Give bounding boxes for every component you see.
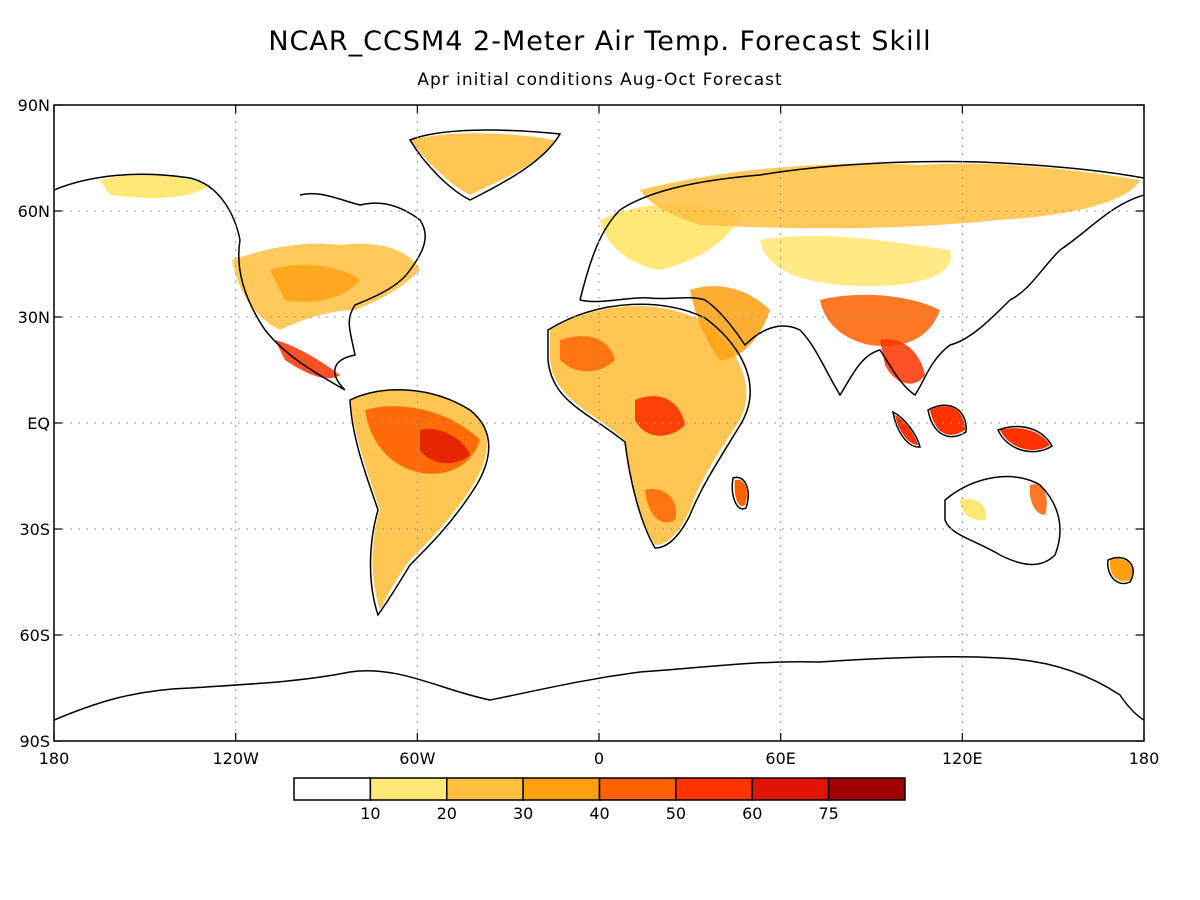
latitude-axis: 90N 60N 30N EQ 30S 60S 90S [18,96,50,751]
shade-northern-eurasia [640,163,1140,229]
shade-sumatra [895,415,918,445]
colorbar-label: 20 [437,804,457,823]
shade-amazon-core [420,429,470,464]
coastlines [54,129,1144,721]
shade-central-africa [635,396,685,436]
lon-label: 180 [39,749,70,768]
shade-australia-west [960,498,986,521]
shade-southern-africa [645,489,676,523]
shade-canada [100,174,210,198]
coastline-north-america [54,173,426,391]
shade-north-africa [560,336,615,372]
lat-label: 90N [18,96,50,115]
map-subtitle: Apr initial conditions Aug-Oct Forecast [417,70,783,90]
longitude-axis: 180 120W 60W 0 60E 120E 180 [39,749,1160,768]
colorbar: 10 20 30 40 50 60 75 [293,777,906,823]
coastline-south-america [349,389,490,617]
colorbar-label: 10 [360,804,380,823]
coastline-sumatra [892,410,921,448]
lat-label: 60S [19,626,50,645]
lat-label: 30S [19,520,50,539]
lon-label: 120W [212,749,259,768]
lon-label: 180 [1129,749,1160,768]
colorbar-label: 30 [513,804,533,823]
lon-label: 60W [399,749,435,768]
skill-shading [100,133,1140,610]
colorbar-label: 75 [818,804,838,823]
colorbar-bin [446,777,524,801]
shade-borneo [930,406,965,435]
lat-label: 60N [18,202,50,221]
coastline-eurasia [579,160,1144,397]
colorbar-label: 60 [742,804,762,823]
lon-label: 0 [594,749,604,768]
coastline-new-guinea [996,425,1053,453]
lon-label: 60E [765,749,795,768]
shade-central-north-america [270,264,360,302]
coastline-new-zealand [1107,556,1134,585]
coastline-antarctica [54,656,1144,721]
lat-label: 30N [18,308,50,327]
coastline-greenland [408,129,562,201]
lat-label: EQ [27,414,50,433]
shade-madagascar [734,479,747,506]
colorbar-label: 40 [589,804,609,823]
shade-new-zealand [1109,558,1133,582]
map-title: NCAR_CCSM4 2-Meter Air Temp. Forecast Sk… [268,26,932,57]
colorbar-bin [293,777,372,801]
colorbar-bin [522,777,601,801]
colorbar-label: 50 [666,804,686,823]
shade-greenland [410,133,555,195]
shade-southeast-asia [880,339,925,384]
shade-australia-east [1029,484,1047,515]
coastline-australia [944,475,1061,566]
colorbar-bin [675,777,753,801]
colorbar-bin [751,777,830,801]
coastline-borneo [927,404,967,438]
shade-central-asia [760,235,952,287]
lon-label: 120E [942,749,983,768]
colorbar-bin [598,777,677,801]
grid-lines [54,105,1144,741]
shade-mexico [275,340,340,379]
coastline-madagascar [731,476,749,510]
shade-south-asia [820,294,940,347]
lat-label: 90S [19,732,50,751]
axis-ticks [53,104,1145,742]
colorbar-bin [827,777,906,801]
coastline-africa [547,303,751,549]
colorbar-bin [369,777,448,801]
shade-new-guinea [1000,428,1050,450]
